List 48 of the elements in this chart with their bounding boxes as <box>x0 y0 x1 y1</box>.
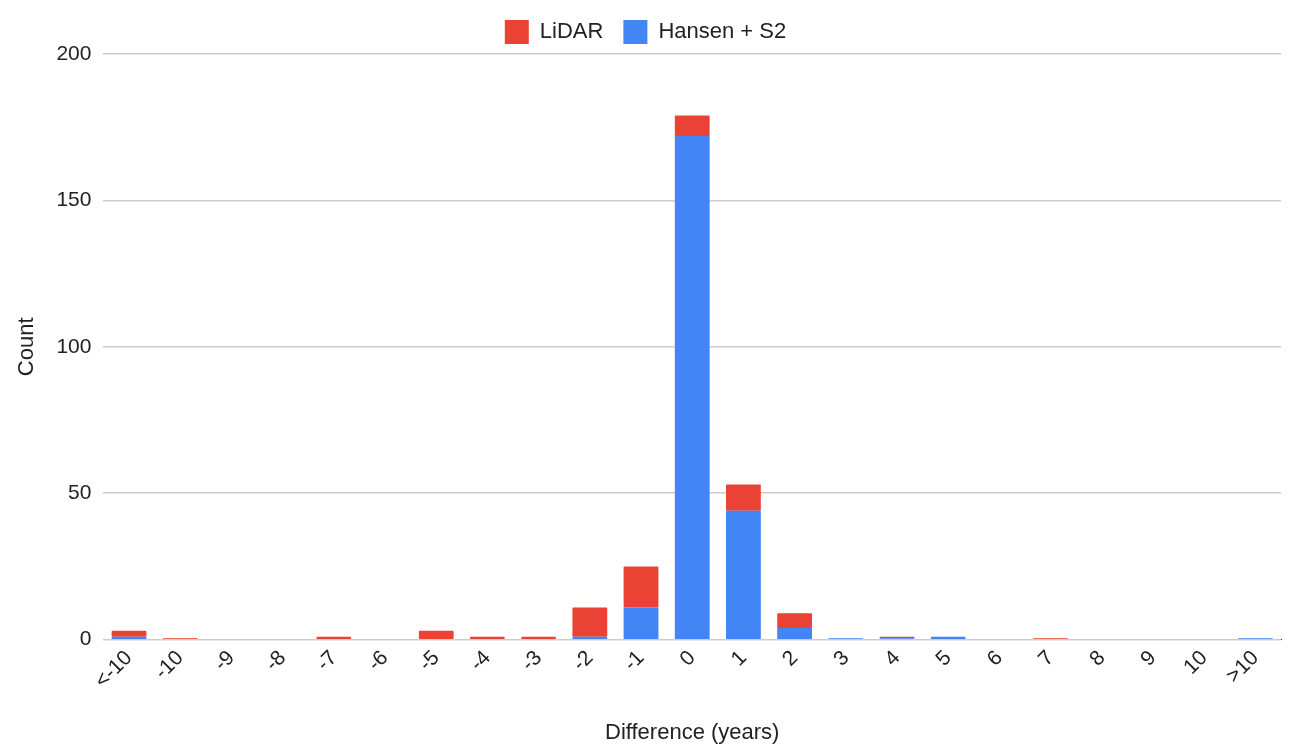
x-tick-label: 4 <box>879 645 905 670</box>
y-tick-label: 50 <box>68 480 92 504</box>
bar <box>470 636 505 639</box>
x-tick-label: -3 <box>516 645 546 675</box>
legend-label: LiDAR <box>539 18 604 44</box>
y-axis-title: Count <box>13 317 39 377</box>
bar <box>623 607 659 639</box>
x-tick-label: -2 <box>567 645 597 675</box>
y-tick-label: 100 <box>56 333 92 357</box>
x-tick-label: -7 <box>311 645 341 675</box>
x-tick-label: 0 <box>674 645 700 670</box>
x-axis-title: Difference (years) <box>605 718 780 744</box>
bar <box>418 630 454 639</box>
x-tick-label: -10 <box>149 645 188 683</box>
x-tick-label: -1 <box>618 645 648 675</box>
y-tick-label: 200 <box>56 40 92 64</box>
x-tick-label: 7 <box>1033 645 1058 670</box>
bar <box>674 115 710 136</box>
x-tick-label: 2 <box>777 645 802 670</box>
bar <box>777 613 813 628</box>
bar <box>726 510 761 639</box>
bar <box>572 636 608 639</box>
y-tick-label: 150 <box>56 187 92 211</box>
bar <box>930 636 966 639</box>
x-tick-label: 8 <box>1084 645 1109 670</box>
bar <box>111 630 147 637</box>
x-tick-label: 3 <box>828 645 853 670</box>
bar <box>316 636 352 639</box>
x-tick-label: -4 <box>464 645 495 675</box>
x-tick-label: 6 <box>981 645 1007 670</box>
x-tick-label: 1 <box>725 645 751 670</box>
x-tick-label: <-10 <box>89 645 136 692</box>
x-tick-label: 10 <box>1178 645 1212 678</box>
bar <box>521 636 557 639</box>
x-tick-label: 9 <box>1135 645 1160 670</box>
x-tick-label: -6 <box>362 645 392 675</box>
x-tick-label: -8 <box>260 645 290 675</box>
bar <box>674 135 710 639</box>
x-tick-label: 5 <box>930 645 956 670</box>
bar <box>623 566 659 608</box>
x-tick-label: -9 <box>208 645 239 675</box>
y-tick-label: 0 <box>79 626 92 650</box>
bar <box>572 607 608 637</box>
bar <box>777 627 813 639</box>
x-tick-label: -5 <box>413 645 444 675</box>
legend-label: Hansen + S2 <box>658 18 787 44</box>
x-tick-label: >10 <box>1220 645 1263 687</box>
bar <box>726 484 761 511</box>
